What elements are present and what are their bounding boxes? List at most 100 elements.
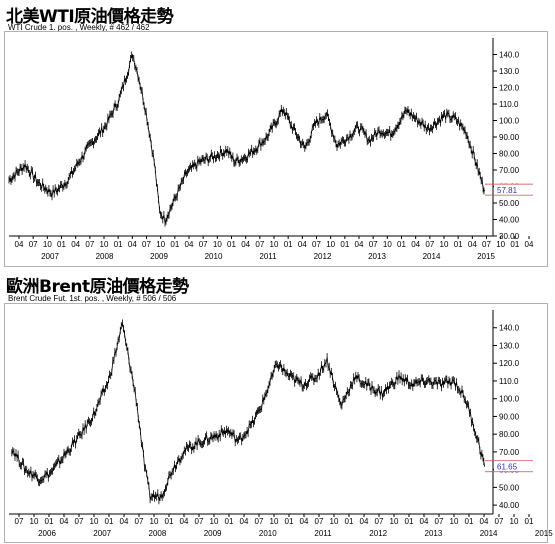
x-tick-label: 10 [383, 240, 392, 249]
y-tick-label: 140.0 [499, 324, 520, 333]
y-tick-label: 40.00 [499, 216, 520, 225]
x-tick-label: 07 [369, 240, 378, 249]
x-tick-label: 01 [510, 240, 519, 249]
year-label: 2007 [93, 529, 111, 538]
x-tick-label: 10 [213, 240, 222, 249]
year-label: 2015 [477, 252, 495, 261]
x-tick-label: 01 [57, 240, 66, 249]
x-tick-label: 07 [85, 240, 94, 249]
last-value-label: 57.81 [497, 186, 518, 195]
year-label: 2010 [205, 252, 223, 261]
x-tick-label: 10 [90, 517, 99, 526]
x-tick-label: 07 [312, 240, 321, 249]
x-tick-label: 04 [420, 517, 429, 526]
x-tick-label: 10 [440, 240, 449, 249]
year-label: 2008 [96, 252, 114, 261]
x-tick-label: 01 [225, 517, 234, 526]
x-tick-label: 01 [525, 517, 534, 526]
plot-frame: 40.0050.0060.0070.0080.0090.00100.0110.0… [4, 303, 553, 543]
price-series-line [11, 319, 486, 505]
x-tick-label: 07 [15, 517, 24, 526]
x-tick-label: 04 [298, 240, 307, 249]
year-label: 2009 [204, 529, 222, 538]
x-tick-label: 07 [195, 517, 204, 526]
y-tick-label: 110.0 [499, 377, 519, 386]
x-tick-label: 10 [100, 240, 109, 249]
wti-price-chart: 30.0040.0050.0060.0070.0080.0090.00100.0… [8, 38, 534, 261]
y-tick-label: 80.00 [499, 430, 520, 439]
x-tick-label: 01 [284, 240, 293, 249]
y-tick-label: 90.00 [499, 133, 520, 142]
x-tick-label: 04 [468, 240, 477, 249]
x-tick-label: 01 [454, 240, 463, 249]
x-tick-label: 04 [15, 240, 24, 249]
x-tick-label: 01 [170, 240, 179, 249]
x-tick-label: 01 [405, 517, 414, 526]
x-tick-label: 10 [270, 517, 279, 526]
x-tick-label: 01 [114, 240, 123, 249]
x-tick-label: 10 [326, 240, 335, 249]
x-tick-label: 04 [128, 240, 137, 249]
x-tick-label: 04 [180, 517, 189, 526]
x-tick-label: 04 [185, 240, 194, 249]
last-value-box [494, 461, 532, 472]
brent-price-chart: 40.0050.0060.0070.0080.0090.00100.0110.0… [9, 310, 553, 538]
x-tick-label: 01 [105, 517, 114, 526]
x-tick-label: 01 [465, 517, 474, 526]
x-tick-label: 01 [165, 517, 174, 526]
chart-subtitle: Brent Crude Fut. 1st. pos. , Weekly, # 5… [8, 294, 177, 303]
x-tick-label: 10 [156, 240, 165, 249]
x-tick-label: 01 [340, 240, 349, 249]
x-tick-label: 04 [120, 517, 129, 526]
wti-chart-panel: 北美WTI原油價格走勢 WTI Crude 1. pos. , Weekly, … [2, 0, 551, 268]
y-tick-label: 110.0 [499, 100, 519, 109]
year-label: 2015 [535, 529, 553, 538]
y-tick-label: 70.00 [499, 448, 520, 457]
x-tick-label: 10 [450, 517, 459, 526]
x-tick-label: 07 [142, 240, 151, 249]
year-label: 2008 [149, 529, 167, 538]
x-tick-label: 04 [240, 517, 249, 526]
x-tick-label: 07 [135, 517, 144, 526]
y-tick-label: 40.00 [499, 501, 520, 510]
x-tick-label: 10 [43, 240, 52, 249]
x-tick-label: 07 [255, 240, 264, 249]
year-label: 2013 [368, 252, 386, 261]
x-tick-label: 07 [29, 240, 38, 249]
x-tick-label: 01 [285, 517, 294, 526]
year-label: 2014 [480, 529, 498, 538]
plot-frame: 30.0040.0050.0060.0070.0080.0090.00100.0… [4, 31, 548, 267]
x-tick-label: 01 [45, 517, 54, 526]
x-tick-label: 01 [345, 517, 354, 526]
x-tick-label: 01 [397, 240, 406, 249]
y-tick-label: 120.0 [499, 84, 520, 93]
year-label: 2011 [259, 252, 277, 261]
year-label: 2010 [259, 529, 277, 538]
last-value-label: 61.65 [497, 463, 518, 472]
x-tick-label: 10 [150, 517, 159, 526]
x-tick-label: 04 [355, 240, 364, 249]
y-tick-label: 100.0 [499, 117, 520, 126]
year-label: 2012 [369, 529, 387, 538]
x-tick-label: 04 [60, 517, 69, 526]
x-tick-label: 04 [525, 240, 534, 249]
x-tick-label: 04 [360, 517, 369, 526]
x-tick-label: 04 [71, 240, 80, 249]
year-label: 2009 [150, 252, 168, 261]
y-tick-label: 120.0 [499, 359, 520, 368]
y-tick-label: 30.00 [499, 232, 520, 241]
x-tick-label: 07 [435, 517, 444, 526]
y-tick-label: 100.0 [499, 395, 520, 404]
chart-title: 歐洲Brent原油價格走勢 [6, 277, 189, 297]
x-tick-label: 04 [480, 517, 489, 526]
year-label: 2006 [38, 529, 56, 538]
year-label: 2007 [41, 252, 59, 261]
x-tick-label: 10 [330, 517, 339, 526]
year-label: 2012 [314, 252, 332, 261]
x-tick-label: 07 [495, 517, 504, 526]
x-tick-label: 07 [425, 240, 434, 249]
brent-chart-panel: 歐洲Brent原油價格走勢 Brent Crude Fut. 1st. pos.… [2, 270, 553, 544]
x-tick-label: 10 [390, 517, 399, 526]
year-label: 2011 [314, 529, 332, 538]
y-tick-label: 50.00 [499, 483, 520, 492]
